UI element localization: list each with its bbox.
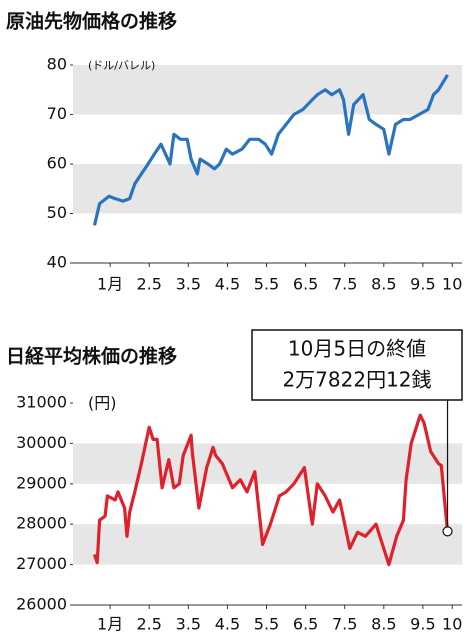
x-tick-label: 9.5: [410, 615, 435, 634]
band: [73, 65, 462, 115]
x-tick-label: 3.5: [176, 275, 201, 294]
y-tick-label: 80: [47, 55, 67, 74]
chart-title: 原油先物価格の推移: [6, 10, 177, 33]
x-tick-label: 6.5: [293, 275, 318, 294]
x-tick-label: 10: [442, 275, 462, 294]
chart-title: 日経平均株価の推移: [6, 345, 177, 368]
band: [73, 164, 462, 214]
y-tick-label: 29000: [16, 473, 67, 492]
annotation-box: [251, 329, 463, 401]
y-tick-label: 26000: [16, 595, 67, 614]
x-tick-label: 2.5: [137, 275, 162, 294]
y-tick-label: 60: [47, 154, 67, 173]
y-tick-label: 70: [47, 104, 67, 123]
y-tick-label: 30000: [16, 433, 67, 452]
x-tick-label: 5.5: [254, 275, 279, 294]
unit-label: (円): [88, 394, 117, 413]
x-tick-label: 6.5: [293, 615, 318, 634]
x-tick-label: 7.5: [332, 615, 357, 634]
annotation-text: 2万7822円12銭: [282, 368, 431, 392]
x-tick-label: 4.5: [215, 275, 240, 294]
x-tick-label: 10: [442, 615, 462, 634]
unit-label: (ドル/バレル): [88, 59, 155, 72]
x-tick-label: 3.5: [176, 615, 201, 634]
x-tick-label: 2.5: [137, 615, 162, 634]
y-tick-label: 31000: [16, 393, 67, 412]
line: [92, 413, 450, 567]
line: [92, 74, 449, 226]
band: [73, 443, 462, 484]
x-tick-label: 8.5: [371, 275, 396, 294]
x-tick-label: 1月: [97, 275, 123, 294]
x-tick-label: 7.5: [332, 275, 357, 294]
x-tick-label: 5.5: [254, 615, 279, 634]
y-tick-label: 50: [47, 203, 67, 222]
x-tick-label: 9.5: [410, 275, 435, 294]
annotation-text: 10月5日の終値: [288, 337, 426, 361]
x-tick-label: 8.5: [371, 615, 396, 634]
x-tick-label: 4.5: [215, 615, 240, 634]
end-point: [442, 526, 453, 537]
y-tick-label: 27000: [16, 554, 67, 573]
x-tick-label: 1月: [97, 615, 123, 634]
y-tick-label: 40: [47, 253, 67, 272]
y-tick-label: 28000: [16, 514, 67, 533]
